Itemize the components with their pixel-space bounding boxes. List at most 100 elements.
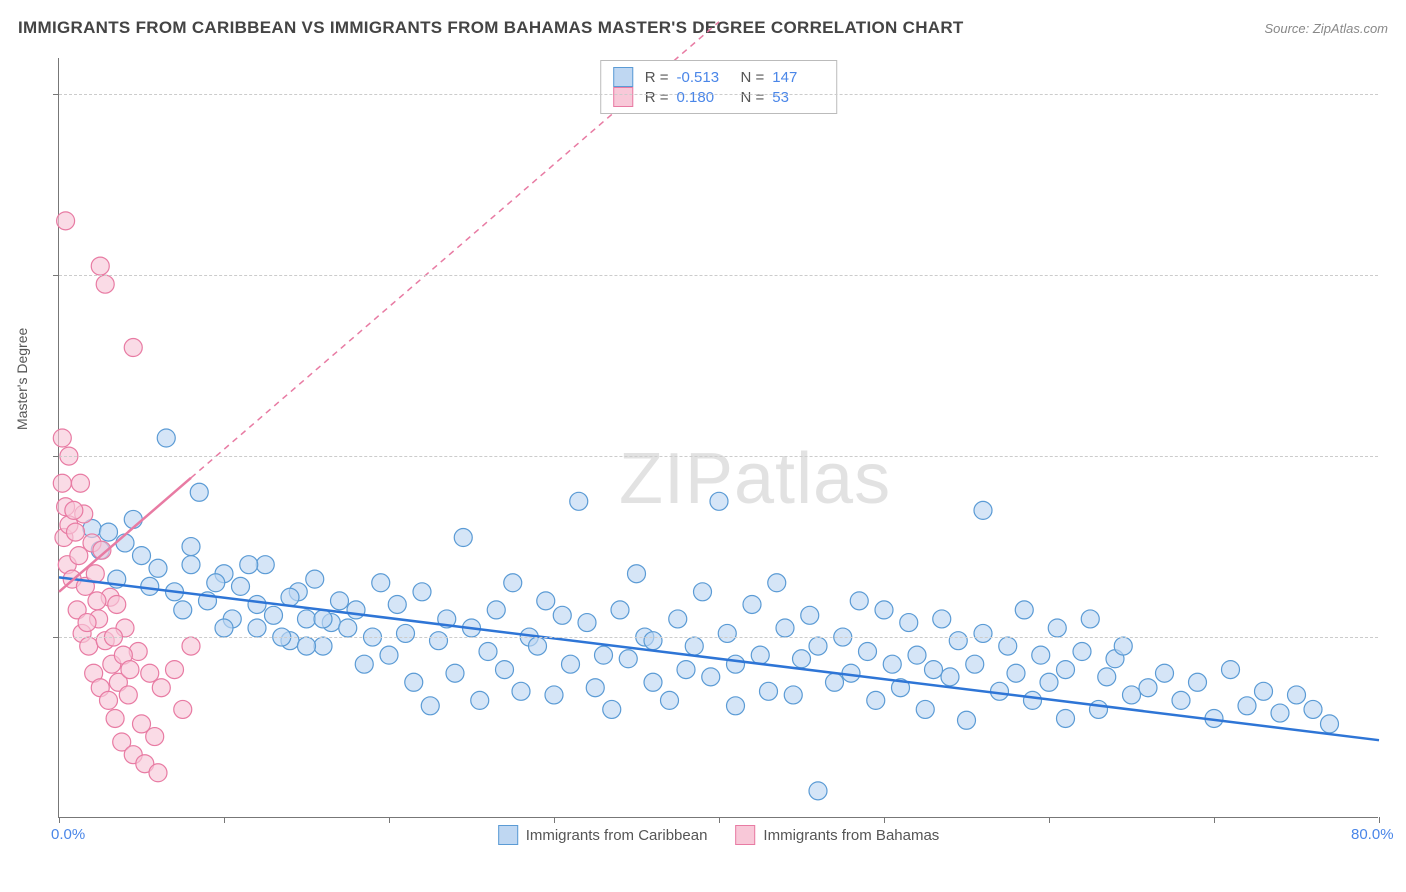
data-point	[603, 700, 621, 718]
data-point	[96, 275, 114, 293]
data-point	[166, 661, 184, 679]
data-point	[1081, 610, 1099, 628]
data-point	[116, 534, 134, 552]
data-point	[1255, 682, 1273, 700]
data-point	[850, 592, 868, 610]
r-label: R =	[645, 69, 669, 86]
data-point	[537, 592, 555, 610]
r-value: 0.180	[677, 89, 729, 106]
data-point	[1007, 664, 1025, 682]
data-point	[1048, 619, 1066, 637]
data-point	[380, 646, 398, 664]
data-point	[933, 610, 951, 628]
data-point	[388, 595, 406, 613]
data-point	[67, 523, 85, 541]
data-point	[78, 614, 96, 632]
data-point	[57, 212, 75, 230]
data-point	[339, 619, 357, 637]
data-point	[1073, 643, 1091, 661]
xtick-label: 80.0%	[1351, 826, 1394, 843]
data-point	[504, 574, 522, 592]
data-point	[760, 682, 778, 700]
data-point	[487, 601, 505, 619]
data-point	[65, 501, 83, 519]
data-point	[512, 682, 530, 700]
data-point	[314, 637, 332, 655]
data-point	[669, 610, 687, 628]
data-point	[974, 624, 992, 642]
data-point	[1238, 697, 1256, 715]
source-label: Source: ZipAtlas.com	[1264, 21, 1388, 36]
legend-swatch	[613, 67, 633, 87]
data-point	[1032, 646, 1050, 664]
data-point	[91, 257, 109, 275]
data-point	[397, 624, 415, 642]
legend-label: Immigrants from Caribbean	[526, 827, 708, 844]
r-value: -0.513	[677, 69, 729, 86]
data-point	[727, 655, 745, 673]
data-point	[496, 661, 514, 679]
data-point	[710, 492, 728, 510]
data-point	[119, 686, 137, 704]
n-value: 53	[772, 89, 824, 106]
data-point	[611, 601, 629, 619]
data-point	[751, 646, 769, 664]
data-point	[586, 679, 604, 697]
gridline	[59, 275, 1378, 276]
xtick-mark	[719, 817, 720, 823]
data-point	[240, 556, 258, 574]
data-point	[141, 577, 159, 595]
data-point	[966, 655, 984, 673]
ytick-mark	[53, 637, 59, 638]
data-point	[281, 588, 299, 606]
gridline	[59, 94, 1378, 95]
data-point	[133, 547, 151, 565]
gridline	[59, 637, 1378, 638]
data-point	[331, 592, 349, 610]
data-point	[256, 556, 274, 574]
data-point	[174, 700, 192, 718]
data-point	[314, 610, 332, 628]
scatter-svg	[59, 58, 1378, 817]
xtick-mark	[554, 817, 555, 823]
data-point	[578, 614, 596, 632]
data-point	[355, 655, 373, 673]
data-point	[182, 556, 200, 574]
data-point	[570, 492, 588, 510]
xtick-label: 0.0%	[51, 826, 85, 843]
data-point	[88, 592, 106, 610]
data-point	[916, 700, 934, 718]
data-point	[1090, 700, 1108, 718]
data-point	[1123, 686, 1141, 704]
data-point	[53, 474, 71, 492]
data-point	[826, 673, 844, 691]
legend-row: R =0.180N =53	[613, 87, 825, 107]
data-point	[694, 583, 712, 601]
data-point	[53, 429, 71, 447]
plot-area: ZIPatlas R =-0.513N =147R =0.180N =53 Im…	[58, 58, 1378, 818]
n-label: N =	[741, 69, 765, 86]
data-point	[1114, 637, 1132, 655]
data-point	[157, 429, 175, 447]
data-point	[661, 691, 679, 709]
data-point	[743, 595, 761, 613]
xtick-mark	[884, 817, 885, 823]
data-point	[1057, 709, 1075, 727]
data-point	[727, 697, 745, 715]
data-point	[718, 624, 736, 642]
data-point	[421, 697, 439, 715]
data-point	[121, 661, 139, 679]
data-point	[529, 637, 547, 655]
xtick-mark	[1214, 817, 1215, 823]
data-point	[100, 691, 118, 709]
data-point	[372, 574, 390, 592]
legend-swatch	[613, 87, 633, 107]
data-point	[776, 619, 794, 637]
data-point	[974, 501, 992, 519]
xtick-mark	[1049, 817, 1050, 823]
trend-line	[59, 577, 1379, 740]
data-point	[182, 637, 200, 655]
data-point	[925, 661, 943, 679]
data-point	[1222, 661, 1240, 679]
data-point	[644, 632, 662, 650]
